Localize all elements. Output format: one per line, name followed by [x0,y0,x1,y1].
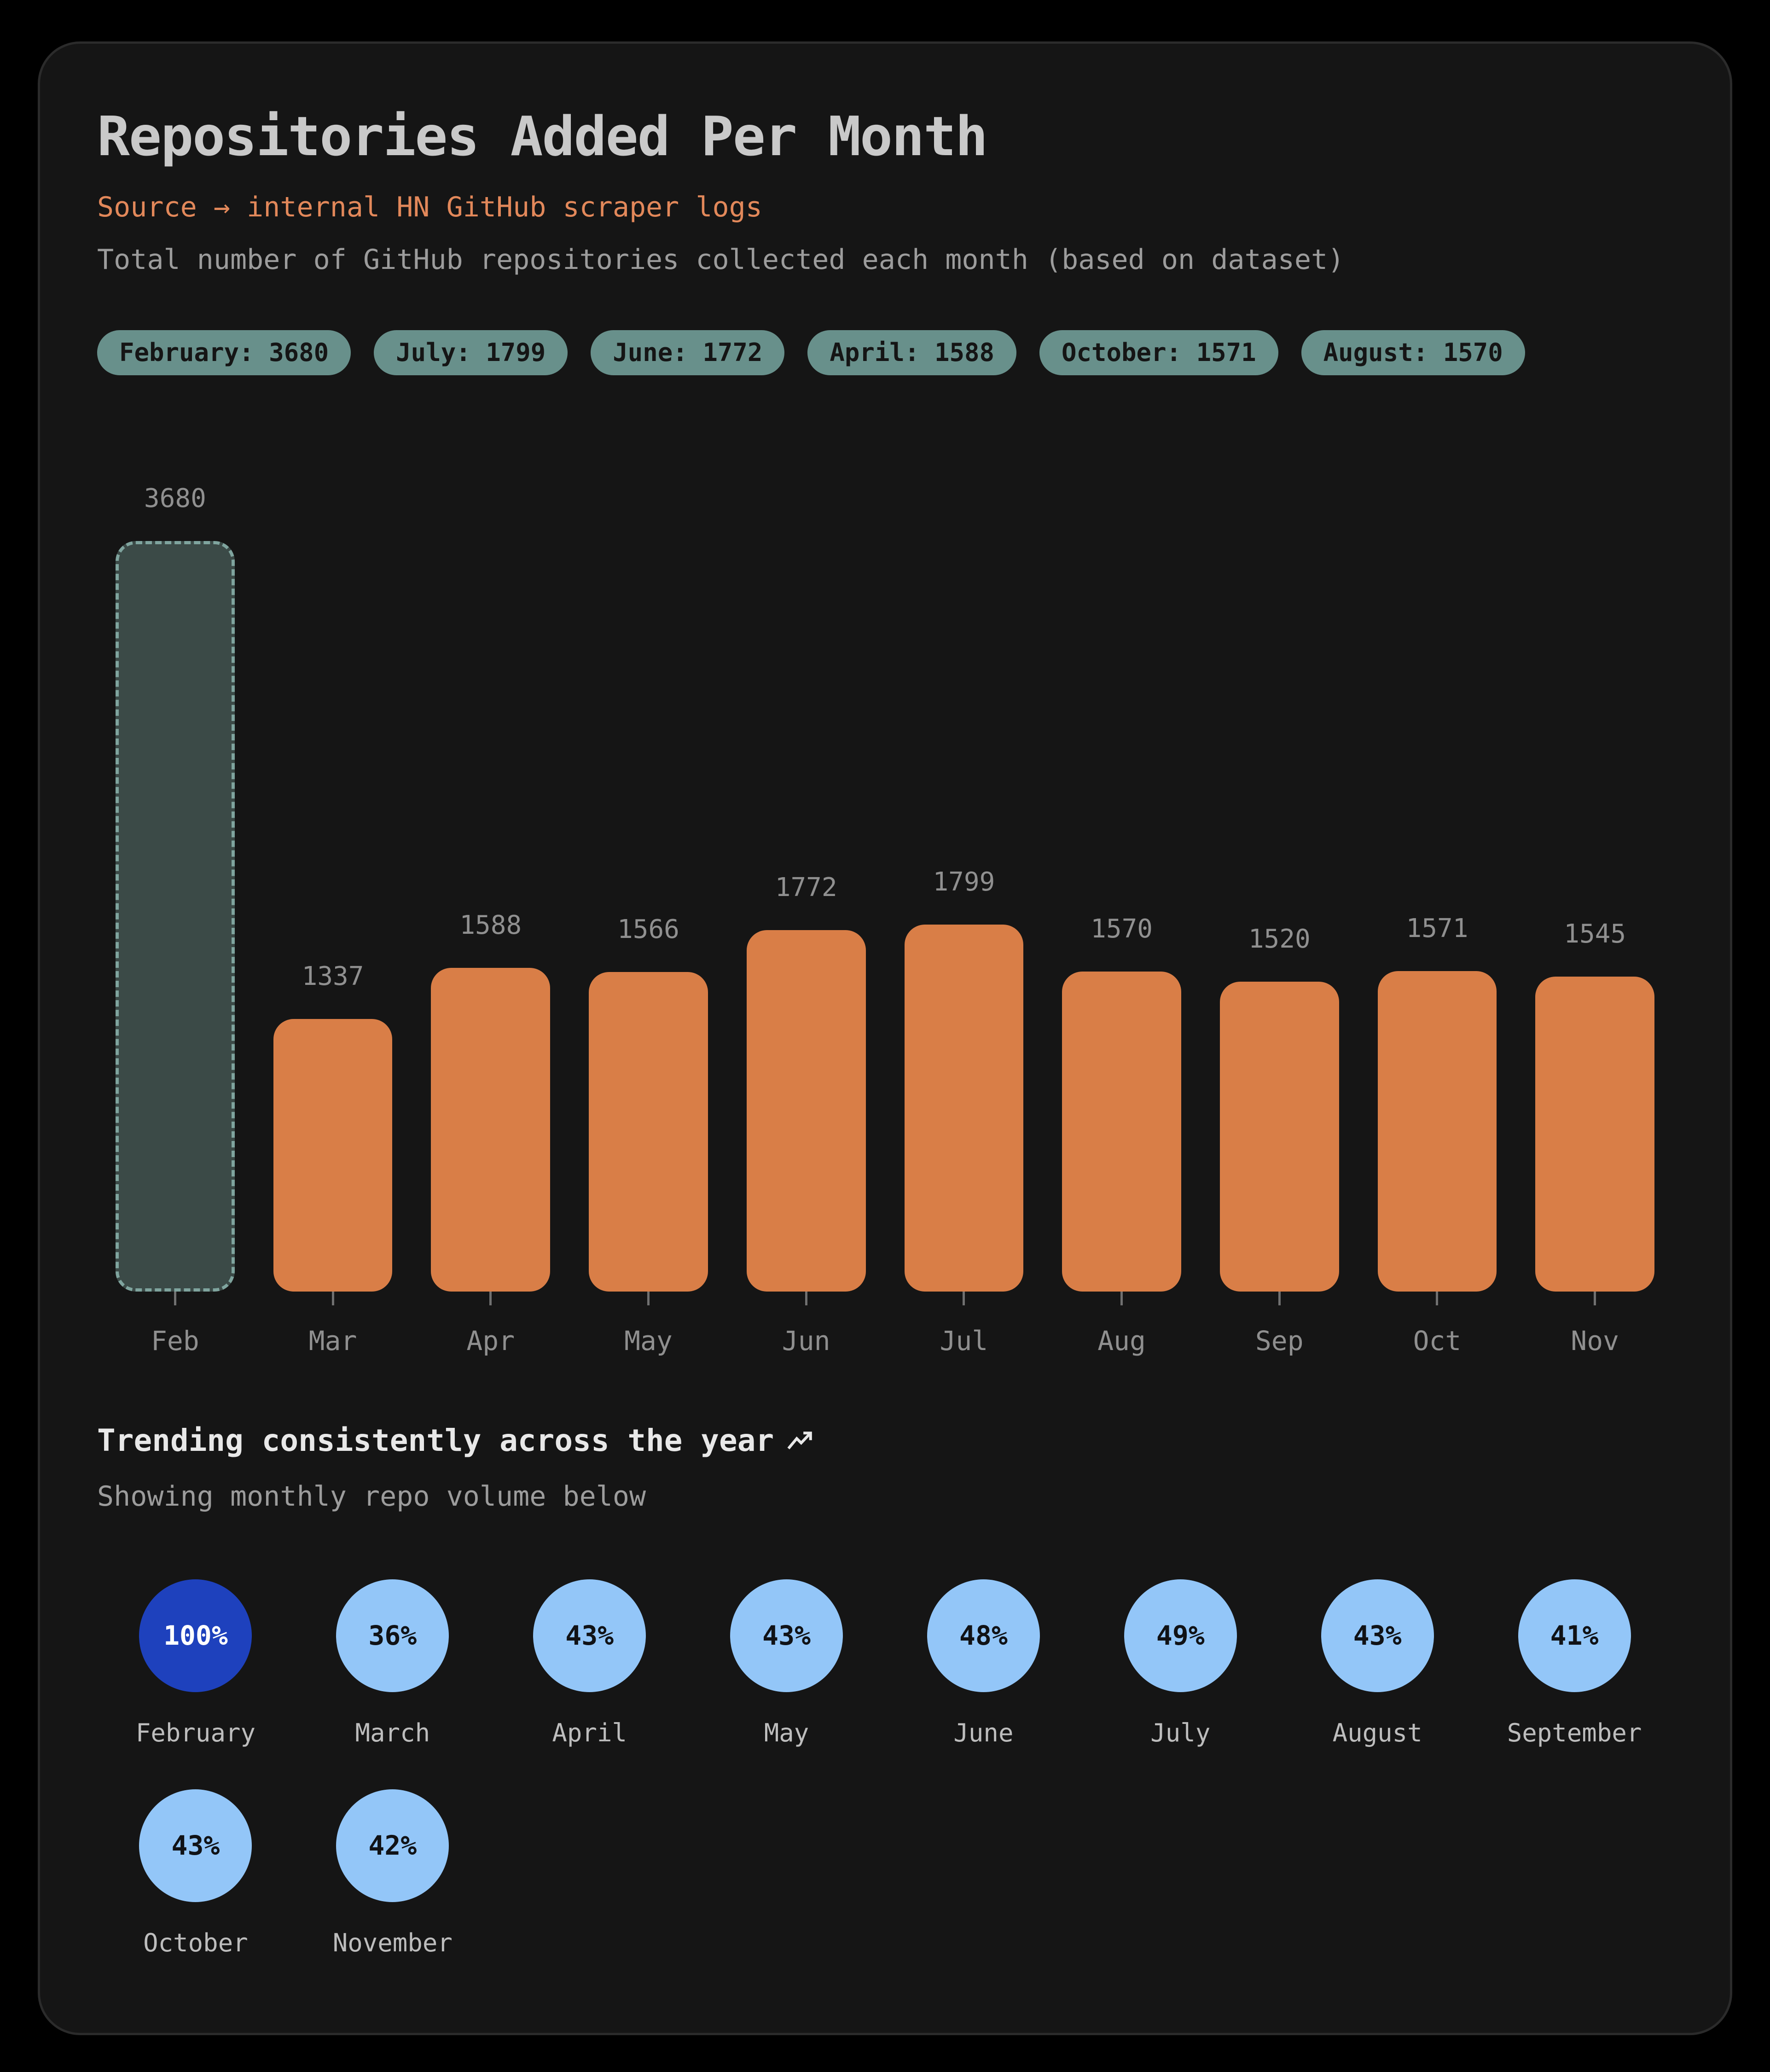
axis-label: Apr [466,1325,515,1356]
bar [431,967,551,1292]
chart-description: Total number of GitHub repositories coll… [97,243,1345,276]
percent-cell: 49% July [1082,1579,1279,1746]
axis-label: Nov [1571,1325,1619,1356]
bar [746,930,866,1292]
summary-badge: July: 1799 [374,330,568,375]
percent-circle-label: September [1507,1718,1642,1747]
percent-circle-label: May [764,1718,809,1747]
bar-value-label: 1799 [933,867,995,897]
chart-column: 1571 Oct [1377,913,1497,1356]
percent-circle-label: June [953,1718,1014,1747]
trending-note: Trending consistently across the year [97,1422,1673,1458]
chart-column: 3680 Feb [116,483,235,1356]
bar-value-label: 1545 [1564,919,1626,949]
percent-cell: 41% September [1476,1579,1673,1746]
bar-value-label: 1571 [1406,913,1468,943]
axis-tick [805,1291,807,1305]
percent-circle-label: March [355,1718,430,1747]
summary-badges: February: 3680 July: 1799 June: 1772 April:… [97,330,1673,375]
chart-card: Repositories Added Per Month Source → in… [38,41,1732,2035]
axis-tick [331,1291,334,1305]
percent-circle: 41% [1518,1579,1631,1692]
chart-column: 1588 Apr [431,910,551,1356]
summary-badge: April: 1588 [807,330,1016,375]
percent-circle: 43% [139,1789,252,1902]
percent-circle: 43% [730,1579,843,1692]
summary-badge: June: 1772 [591,330,785,375]
percent-circle: 43% [533,1579,646,1692]
percent-circle-label: July [1150,1718,1211,1747]
summary-badge: October: 1571 [1039,330,1278,375]
axis-label: May [624,1325,673,1356]
bar-value-label: 3680 [144,483,206,513]
percent-cell: 48% June [885,1579,1082,1746]
trending-note-text: Trending consistently across the year [97,1422,774,1458]
percent-circle: 42% [336,1789,449,1902]
summary-badge: February: 3680 [97,330,351,375]
percent-cell: 43% August [1279,1579,1476,1746]
percent-circle: 43% [1321,1579,1434,1692]
percent-circle-label: February [135,1718,255,1747]
chart-column: 1520 Sep [1219,924,1339,1356]
axis-tick [1278,1291,1281,1305]
bar [1062,971,1181,1292]
axis-tick [963,1291,965,1305]
axis-tick [1120,1291,1123,1305]
axis-tick [174,1291,176,1305]
bar-highlighted [116,541,235,1292]
chart-column: 1337 Mar [273,961,393,1356]
percent-cell: 43% April [491,1579,688,1746]
axis-label: Sep [1255,1325,1304,1356]
axis-label: Aug [1097,1325,1146,1356]
bar [904,924,1024,1292]
percent-circle-label: October [143,1928,248,1957]
chart-column: 1799 Jul [904,867,1024,1356]
bar [1377,971,1497,1292]
axis-tick [489,1291,492,1305]
bar [273,1019,393,1292]
showing-note: Showing monthly repo volume below [97,1480,646,1513]
percent-cell: 43% October [97,1789,294,1956]
bar [1219,981,1339,1292]
axis-tick [647,1291,650,1305]
percent-circle-label: August [1332,1718,1422,1747]
percent-circle: 48% [927,1579,1040,1692]
axis-tick [1594,1291,1596,1305]
bar-value-label: 1772 [775,872,837,902]
percent-cell: 36% March [294,1579,491,1746]
chart-column: 1545 Nov [1535,919,1655,1356]
bar-value-label: 1588 [459,910,522,940]
axis-label: Feb [151,1325,199,1356]
axis-label: Mar [308,1325,357,1356]
percent-circle-label: April [552,1718,627,1747]
axis-label: Oct [1413,1325,1462,1356]
axis-label: Jul [940,1325,988,1356]
bar [589,972,708,1292]
page-title: Repositories Added Per Month [97,105,988,168]
percent-cell: 42% November [294,1789,491,1956]
percent-circle-active: 100% [139,1579,252,1692]
percent-circle: 49% [1124,1579,1237,1692]
axis-label: Jun [782,1325,830,1356]
trending-up-icon [787,1430,813,1452]
summary-badge: August: 1570 [1301,330,1525,375]
axis-tick [1436,1291,1439,1305]
chart-column: 1772 Jun [746,872,866,1356]
chart-column: 1566 May [589,914,708,1356]
bar-value-label: 1520 [1248,924,1311,954]
source-line: Source → internal HN GitHub scraper logs [97,191,762,223]
percent-circle-label: November [332,1928,453,1957]
bar-value-label: 1566 [617,914,679,944]
chart-column: 1570 Aug [1062,916,1181,1354]
percent-circle: 36% [336,1579,449,1692]
percent-grid: 100% February 36% March 43% April 43% May 48% Jun… [97,1579,1673,1956]
bar-value-label: 1337 [302,961,364,991]
percent-cell: 100% February [97,1579,294,1746]
bar-chart: 3680 Feb 1337 Mar 1588 Apr 1566 May 1772 Jun 1799 J… [97,483,1673,1356]
bar [1535,976,1655,1292]
bar-value-label: 1570 [1091,914,1153,944]
percent-cell: 43% May [688,1579,885,1746]
